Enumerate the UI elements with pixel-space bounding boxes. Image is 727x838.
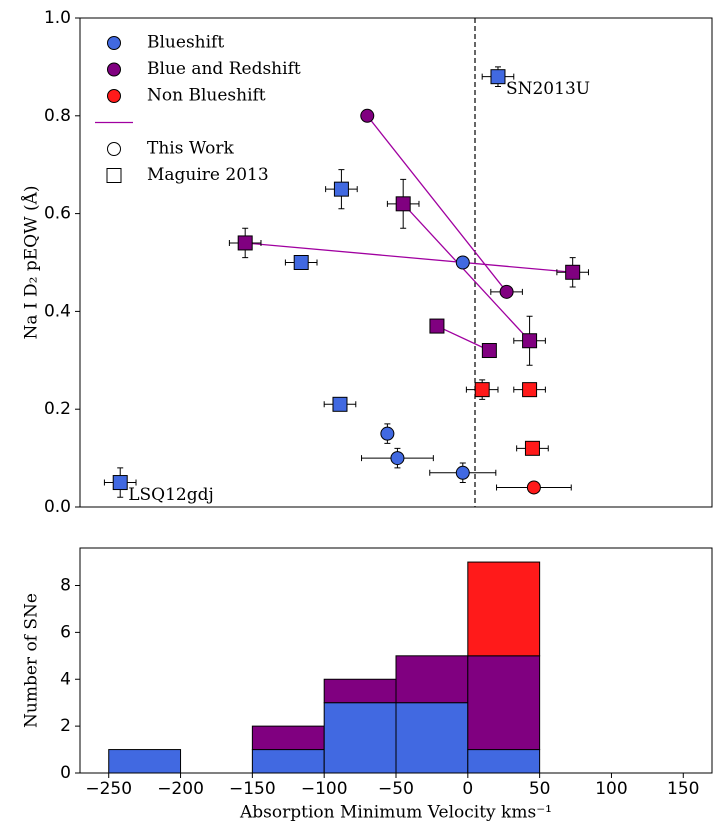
data-point xyxy=(455,255,470,270)
data-point xyxy=(481,343,497,359)
plot-frame xyxy=(79,547,713,774)
histogram-bar xyxy=(395,655,469,704)
data-point xyxy=(490,69,506,85)
histogram-bar xyxy=(467,749,541,774)
legend-label: Blueshift xyxy=(147,33,224,53)
x-tick-label: 100 xyxy=(595,779,627,799)
data-point xyxy=(332,396,348,412)
data-point xyxy=(522,333,538,349)
x-tick-label: 150 xyxy=(667,779,699,799)
y-tick-label: 0.0 xyxy=(44,497,71,517)
y-tick-label: 0.8 xyxy=(44,106,71,126)
legend-marker xyxy=(107,36,121,50)
y-axis-label: Number of SNe xyxy=(22,593,42,728)
legend-label: This Work xyxy=(147,139,235,159)
connector-line xyxy=(402,203,531,342)
y-tick-label: 0.2 xyxy=(44,399,71,419)
data-point xyxy=(429,318,445,334)
histogram-bar xyxy=(395,702,469,774)
data-point xyxy=(293,255,309,270)
legend-marker xyxy=(107,142,121,156)
plot-frame xyxy=(79,17,713,508)
y-tick-label: 0 xyxy=(60,763,71,783)
y-tick-label: 4 xyxy=(60,669,71,689)
legend-label: Blue and Redshift xyxy=(147,59,301,79)
connector-line xyxy=(366,115,508,293)
y-tick-label: 1.0 xyxy=(44,8,71,28)
histogram-bar xyxy=(467,655,541,751)
data-point xyxy=(499,284,514,299)
histogram-bar xyxy=(251,725,325,751)
data-point xyxy=(380,426,395,441)
data-point xyxy=(390,451,405,466)
x-tick-label: −150 xyxy=(229,779,276,799)
y-tick-label: 6 xyxy=(60,622,71,642)
data-point xyxy=(455,465,470,480)
x-tick-label: 0 xyxy=(462,779,473,799)
connector-line xyxy=(436,325,490,352)
y-tick-label: 2 xyxy=(60,716,71,736)
data-point xyxy=(524,440,540,456)
histogram-bar xyxy=(323,678,397,704)
data-point xyxy=(522,382,538,398)
x-tick-label: −50 xyxy=(378,779,414,799)
histogram-bar xyxy=(108,749,182,774)
data-point xyxy=(526,480,541,495)
data-point xyxy=(360,108,375,123)
data-point xyxy=(395,196,411,212)
y-axis-label: Na I D₂ pEQW (Å) xyxy=(21,185,42,339)
x-tick-label: 50 xyxy=(529,779,551,799)
data-point xyxy=(237,235,253,251)
connector-line xyxy=(245,242,573,273)
x-axis-label: Absorption Minimum Velocity kms⁻¹ xyxy=(239,803,552,823)
x-tick-label: −250 xyxy=(85,779,132,799)
y-tick-label: 0.4 xyxy=(44,301,71,321)
data-point xyxy=(333,181,349,197)
annotation: SN2013U xyxy=(506,79,590,99)
data-point xyxy=(565,264,581,280)
legend-marker xyxy=(107,89,121,103)
y-tick-label: 0.6 xyxy=(44,204,71,224)
y-tick-label: 8 xyxy=(60,576,71,596)
data-point xyxy=(474,382,490,398)
x-tick-label: −200 xyxy=(157,779,204,799)
legend-label: Maguire 2013 xyxy=(147,165,269,185)
histogram-bar xyxy=(467,561,541,657)
annotation: LSQ12gdj xyxy=(128,485,214,505)
legend-marker xyxy=(106,168,122,183)
histogram-bar xyxy=(251,749,325,774)
legend-label: Non Blueshift xyxy=(147,86,266,106)
histogram-bar xyxy=(323,702,397,774)
legend-marker xyxy=(107,62,121,77)
data-point xyxy=(112,475,128,491)
x-tick-label: −100 xyxy=(301,779,348,799)
